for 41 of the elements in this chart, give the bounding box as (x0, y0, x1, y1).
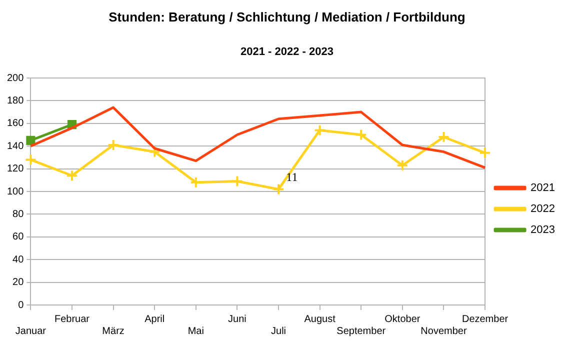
y-tick-label: 180 (6, 95, 24, 106)
x-tick-label: August (304, 314, 336, 325)
y-tick-label: 60 (12, 232, 24, 243)
y-tick-label: 140 (6, 140, 24, 152)
y-tick-label: 160 (6, 118, 24, 130)
y-tick-label: 0 (18, 300, 24, 311)
x-tick-label: Juli (271, 326, 286, 337)
point (355, 128, 368, 141)
y-tick-label: 200 (6, 72, 24, 84)
x-tick-label: Februar (54, 314, 90, 325)
x-tick-label: März (102, 326, 124, 337)
point (438, 131, 450, 144)
x-tick-label: September (336, 326, 386, 337)
chart-subtitle: 2021 - 2022 - 2023 (240, 46, 334, 58)
y-tick-label: 120 (6, 164, 24, 175)
y-tick-label: 100 (6, 186, 24, 198)
point (107, 138, 120, 151)
legend-label: 2022 (530, 203, 556, 216)
point (24, 154, 37, 166)
point (148, 146, 161, 158)
point (66, 170, 78, 182)
chart-title: Stunden: Beratung / Schlichtung / Mediation / Fortbildung (108, 10, 466, 25)
x-tick-label: Oktober (384, 314, 421, 325)
x-tick-label: November (420, 326, 468, 337)
point (26, 136, 36, 145)
point (314, 124, 326, 136)
y-tick-label: 40 (12, 254, 24, 266)
legend-label: 2023 (530, 224, 556, 236)
point (272, 183, 285, 196)
point (479, 146, 492, 159)
x-tick-label: Mai (188, 326, 204, 337)
legend-label: 2021 (530, 182, 556, 194)
y-tick-label: 80 (12, 208, 24, 220)
y-tick-label: 20 (12, 277, 24, 288)
x-tick-label: Januar (15, 326, 47, 337)
x-tick-label: Juni (228, 314, 246, 325)
x-tick-label: Dezember (462, 314, 509, 325)
x-tick-label: April (144, 314, 165, 325)
point (231, 175, 244, 188)
point (396, 159, 408, 172)
annotation: 11 (286, 170, 298, 184)
